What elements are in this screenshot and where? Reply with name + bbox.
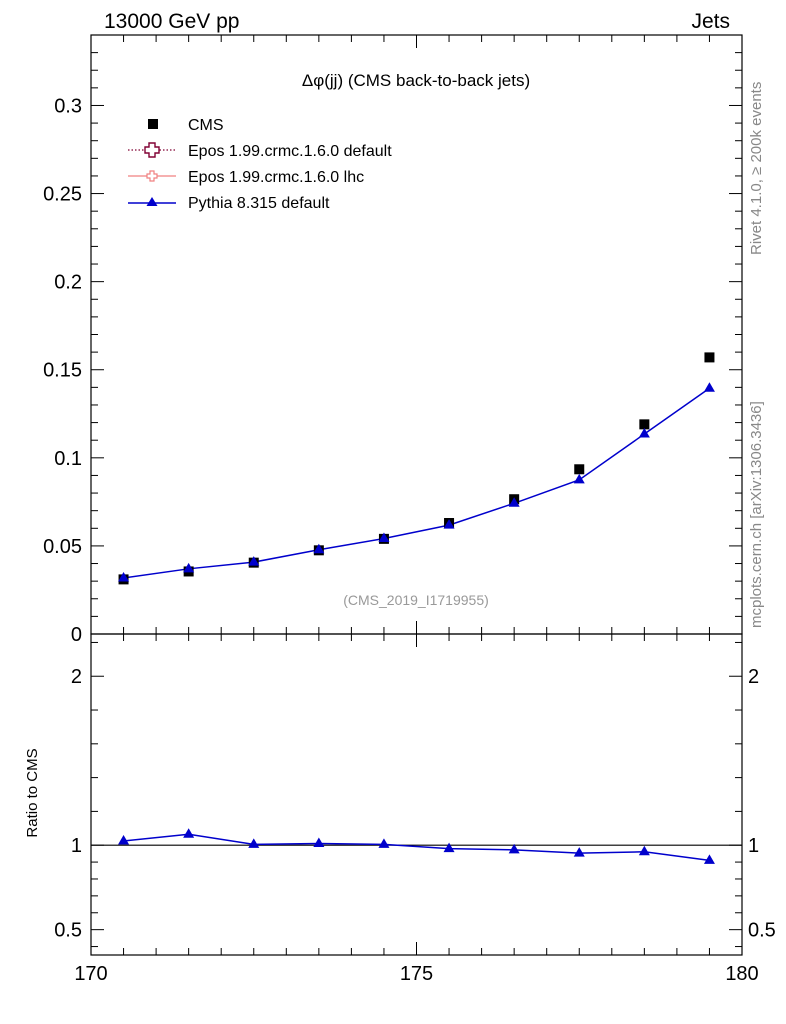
legend-epos-lhc-marker <box>146 170 158 182</box>
main-y-tick-label: 0.15 <box>43 360 82 382</box>
legend-epos-lhc-label: Epos 1.99.crmc.1.6.0 lhc <box>188 169 364 186</box>
x-axis: 170 175 180 <box>74 35 759 985</box>
main-y-tick-label: 0.2 <box>54 272 82 294</box>
pythia-ratio-point <box>573 847 585 857</box>
legend-epos-default-marker <box>144 142 160 158</box>
legend-cms-label: CMS <box>188 117 224 134</box>
ratio-y-tick-label-right: 2 <box>748 666 759 688</box>
pythia-data-point <box>508 497 520 507</box>
cms-data-point <box>704 352 715 363</box>
main-y-tick-label: 0.1 <box>54 448 82 470</box>
pythia-ratio-point <box>508 843 520 854</box>
main-panel: Δφ(jj) (CMS back-to-back jets) (CMS_2019… <box>43 34 743 646</box>
ratio-y-axis-label: Ratio to CMS <box>24 748 41 837</box>
pythia-data-point <box>183 562 195 573</box>
main-y-tick-label: 0.3 <box>54 95 82 117</box>
cms-data-point <box>639 419 650 430</box>
main-title: Δφ(jj) (CMS back-to-back jets) <box>302 71 530 90</box>
cms-data-point <box>574 464 585 475</box>
pythia-series-line <box>123 387 710 579</box>
legend-cms-marker <box>148 119 158 129</box>
ratio-data-points <box>118 828 715 864</box>
pythia-data-point <box>313 543 325 554</box>
ratio-panel: 0.5 0.5 1 1 2 2 170 175 180 Ratio to CMS <box>24 35 776 985</box>
main-series-lines <box>123 387 710 579</box>
main-y-tick-label: 0 <box>71 624 82 646</box>
mcplots-label: mcplots.cern.ch [arXiv:1306.3436] <box>748 401 765 628</box>
pythia-data-point <box>703 382 715 392</box>
pythia-data-point <box>378 532 390 543</box>
ratio-y-tick-label-left: 1 <box>71 835 82 857</box>
pythia-ratio-point <box>183 828 195 838</box>
ratio-y-tick-label-left: 2 <box>71 666 82 688</box>
analysis-watermark: (CMS_2019_I1719955) <box>343 592 489 608</box>
pythia-ratio-point <box>378 838 390 848</box>
ratio-y-tick-label-left: 0.5 <box>54 920 82 942</box>
ratio-series-lines <box>123 833 710 862</box>
pythia-data-point <box>638 428 650 438</box>
pythia-data-point <box>443 519 455 529</box>
pythia-ratio-point <box>313 837 325 847</box>
pythia-data-point <box>118 571 130 582</box>
main-y-tick-label: 0.05 <box>43 536 82 558</box>
legend-entry-cms: CMS <box>148 117 224 134</box>
main-y-tick-label: 0.25 <box>43 184 82 206</box>
ratio-y-tick-label-right: 0.5 <box>748 920 776 942</box>
legend-entry-pythia: Pythia 8.315 default <box>128 195 330 212</box>
pythia-ratio-point <box>638 845 650 856</box>
pythia-ratio-line <box>123 833 710 862</box>
legend-pythia-marker <box>146 197 158 206</box>
ratio-frame <box>90 633 743 956</box>
pythia-data-point <box>248 556 260 566</box>
pythia-ratio-point <box>703 854 715 864</box>
rivet-version-label: Rivet 4.1.0, ≥ 200k events <box>748 82 765 255</box>
header-energy-label: 13000 GeV pp <box>104 10 239 33</box>
legend-pythia-label: Pythia 8.315 default <box>188 195 330 212</box>
main-y-axis: 0 0.05 0.1 0.15 0.2 0.25 0.3 <box>43 34 742 646</box>
header-jets-label: Jets <box>691 10 730 33</box>
legend-entry-epos-default: Epos 1.99.crmc.1.6.0 default <box>128 142 392 160</box>
x-tick-label: 170 <box>74 963 107 985</box>
pythia-ratio-point <box>248 838 260 848</box>
pythia-ratio-point <box>443 842 455 853</box>
x-tick-label: 175 <box>400 963 433 985</box>
ratio-y-tick-label-right: 1 <box>748 835 759 857</box>
legend-epos-default-label: Epos 1.99.crmc.1.6.0 default <box>188 143 392 160</box>
pythia-data-point <box>573 473 585 484</box>
legend: CMS Epos 1.99.crmc.1.6.0 default Epos 1.… <box>128 117 392 212</box>
pythia-ratio-point <box>118 834 130 845</box>
ratio-y-axis: 0.5 0.5 1 1 2 2 <box>54 641 776 948</box>
legend-entry-epos-lhc: Epos 1.99.crmc.1.6.0 lhc <box>128 169 364 186</box>
main-data-points <box>118 352 715 585</box>
x-tick-label: 180 <box>725 963 758 985</box>
